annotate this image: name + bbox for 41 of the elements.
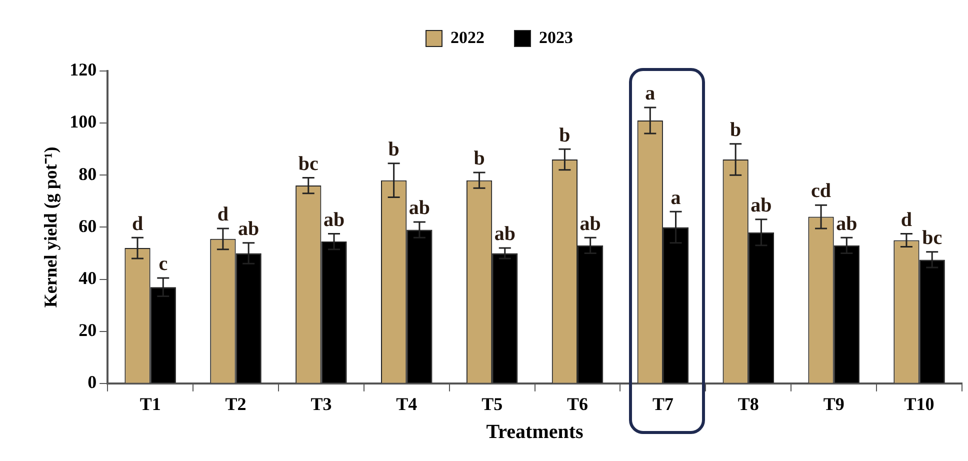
x-tick-label: T4 bbox=[396, 394, 418, 414]
y-tick-label: 20 bbox=[78, 320, 97, 340]
data-label: d bbox=[900, 208, 912, 231]
data-label: ab bbox=[238, 218, 260, 240]
x-tick-label: T5 bbox=[482, 394, 503, 414]
data-label: cd bbox=[811, 180, 832, 202]
data-label: ab bbox=[408, 197, 430, 220]
data-label: ab bbox=[494, 223, 516, 246]
x-tick-label: T6 bbox=[567, 394, 588, 414]
x-tick-label: T2 bbox=[225, 394, 246, 414]
x-axis-title: Treatments bbox=[486, 421, 584, 444]
y-axis-title: Kernel yield (g pot⁻¹) bbox=[40, 146, 60, 308]
data-label: b bbox=[388, 138, 400, 161]
x-tick-label: T10 bbox=[904, 394, 934, 414]
data-label: ab bbox=[836, 212, 858, 235]
data-label: a bbox=[645, 82, 656, 105]
data-label: bc bbox=[298, 152, 319, 175]
data-label: b bbox=[474, 148, 485, 170]
data-label: ab bbox=[580, 212, 601, 235]
data-label: ab bbox=[323, 208, 345, 231]
x-tick-label: T9 bbox=[823, 394, 844, 414]
data-label: ab bbox=[750, 194, 772, 217]
y-tick-label: 80 bbox=[78, 164, 97, 184]
x-tick-label: T8 bbox=[738, 394, 759, 414]
y-tick-label: 40 bbox=[78, 268, 97, 288]
x-tick-label: T7 bbox=[652, 394, 674, 414]
y-tick-label: 120 bbox=[70, 60, 97, 80]
y-tick-label: 0 bbox=[88, 372, 97, 392]
x-tick-label: T1 bbox=[140, 394, 161, 414]
legend-label: 2022 bbox=[450, 28, 484, 47]
data-label: d bbox=[217, 204, 229, 226]
data-label: c bbox=[158, 253, 168, 276]
y-tick-label: 100 bbox=[70, 112, 97, 132]
y-tick-label: 60 bbox=[78, 216, 97, 236]
data-label: b bbox=[559, 124, 570, 146]
x-tick-label: T3 bbox=[310, 394, 332, 414]
data-label: a bbox=[670, 186, 681, 209]
legend-label: 2023 bbox=[539, 28, 573, 47]
data-label: d bbox=[132, 212, 144, 235]
data-label: b bbox=[730, 119, 742, 142]
data-label: bc bbox=[922, 227, 942, 250]
